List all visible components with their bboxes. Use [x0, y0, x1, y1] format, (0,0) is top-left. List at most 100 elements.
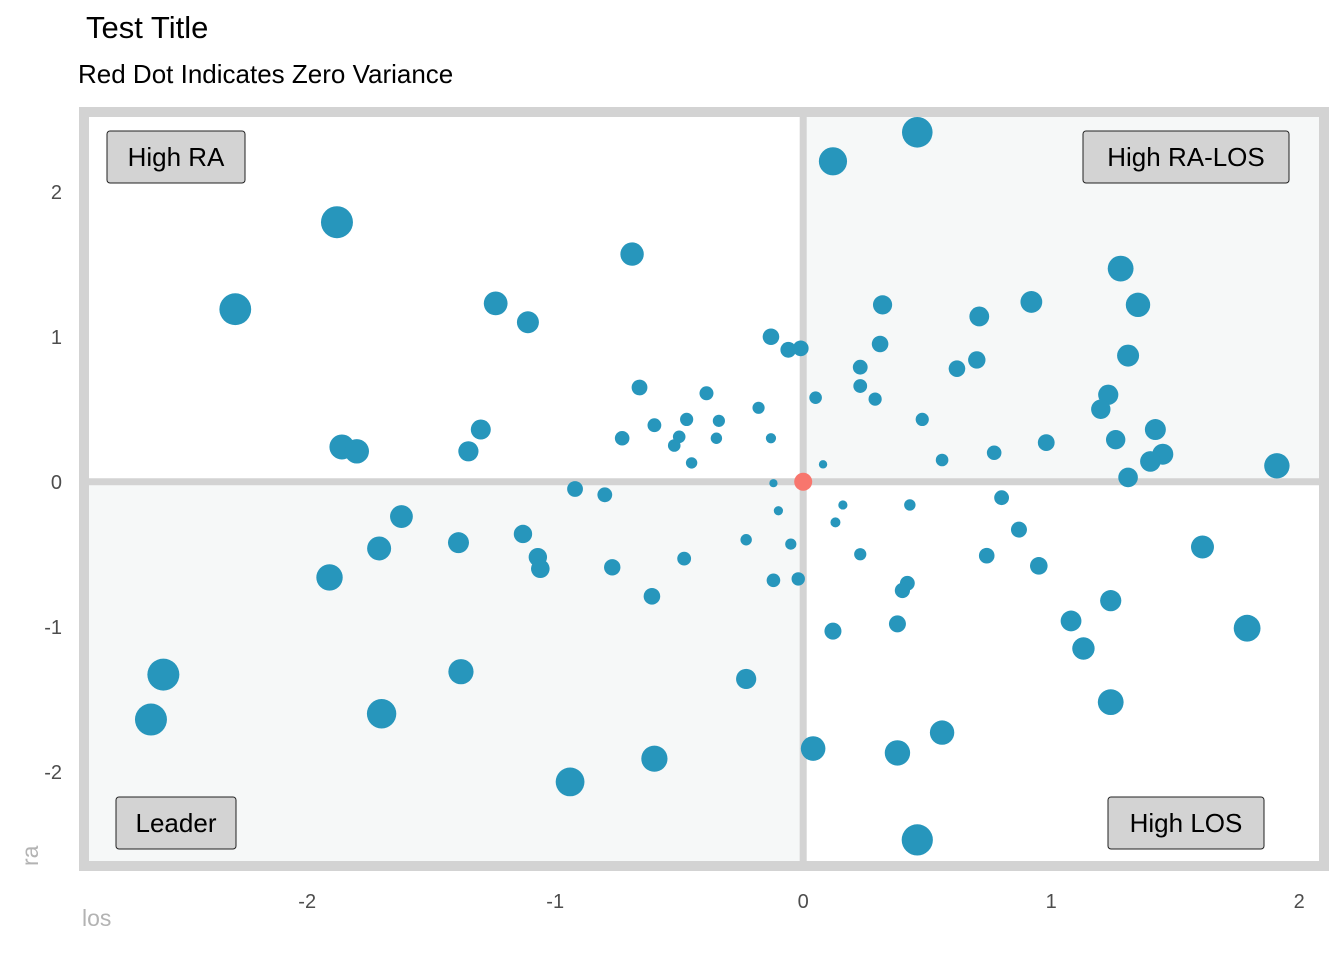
- data-point: [948, 360, 966, 377]
- data-point: [367, 536, 392, 561]
- data-point: [871, 335, 889, 353]
- data-point: [901, 117, 933, 148]
- x-tick-label: 2: [1294, 891, 1305, 913]
- data-point: [800, 736, 826, 761]
- data-point: [643, 588, 661, 605]
- data-point: [1118, 467, 1138, 488]
- data-point: [1060, 610, 1082, 632]
- data-point: [447, 532, 469, 554]
- data-point: [1020, 291, 1043, 313]
- data-point: [1037, 434, 1055, 451]
- data-point: [884, 740, 911, 766]
- data-point: [769, 479, 778, 488]
- data-point: [762, 328, 780, 346]
- data-point: [448, 659, 474, 685]
- data-point: [888, 615, 906, 633]
- quadrant-label-text: High RA-LOS: [1107, 142, 1265, 172]
- quadrant-label-text: High RA: [128, 142, 225, 172]
- data-point: [809, 391, 822, 404]
- x-tick-label: 1: [1046, 891, 1057, 913]
- quadrant-label-bottom-right: High LOS: [1107, 796, 1265, 850]
- data-point: [677, 551, 692, 566]
- axis-ticks: -2 -1 0 1 2 -2 -1 0 1 2: [44, 182, 1305, 913]
- y-tick-label: 2: [51, 182, 62, 204]
- data-point: [712, 414, 725, 427]
- points-layer: [134, 117, 1290, 856]
- data-point: [978, 547, 995, 564]
- data-point: [1117, 344, 1140, 367]
- data-point: [968, 351, 986, 369]
- data-point: [647, 418, 662, 433]
- panel-border: [79, 107, 1329, 871]
- data-point: [470, 419, 491, 440]
- data-point: [780, 341, 797, 358]
- data-point: [1190, 535, 1214, 559]
- data-point: [1091, 399, 1111, 419]
- data-point: [838, 500, 848, 510]
- chart-subtitle: Red Dot Indicates Zero Variance: [78, 59, 454, 89]
- data-point: [1264, 453, 1290, 479]
- data-point: [1072, 637, 1095, 660]
- data-point: [1140, 451, 1161, 472]
- data-point: [614, 430, 630, 446]
- data-point: [680, 412, 694, 426]
- data-point: [929, 720, 955, 745]
- data-point: [483, 291, 508, 316]
- data-point: [1097, 689, 1124, 716]
- data-point: [818, 460, 828, 469]
- data-point: [1030, 557, 1048, 575]
- x-tick-label: -1: [546, 891, 564, 913]
- data-point: [667, 439, 681, 452]
- data-point: [1144, 419, 1166, 441]
- quadrant-label-box: [115, 796, 237, 850]
- data-point: [620, 242, 644, 266]
- data-point: [792, 340, 809, 357]
- data-point: [641, 745, 668, 772]
- data-point: [901, 824, 933, 856]
- x-axis-title: los: [82, 905, 111, 931]
- data-point: [994, 490, 1009, 506]
- data-point: [894, 582, 911, 599]
- data-point: [853, 379, 868, 393]
- y-tick-label: -2: [44, 762, 62, 784]
- chart-title: Test Title: [86, 10, 209, 45]
- zero-variance-point: [794, 472, 813, 491]
- data-point: [134, 703, 167, 736]
- data-point: [872, 295, 893, 315]
- quadrant-label-top-left: High RA: [106, 130, 246, 184]
- data-point: [904, 499, 916, 511]
- data-point: [736, 668, 757, 690]
- data-point: [752, 401, 765, 414]
- data-point: [935, 453, 949, 467]
- quadrant-label-text: Leader: [136, 808, 217, 838]
- quadrant-label-text: High LOS: [1130, 808, 1243, 838]
- data-point: [344, 439, 369, 464]
- data-point: [366, 699, 397, 729]
- y-axis-title: ra: [17, 845, 43, 866]
- panel-background: [79, 107, 1329, 871]
- data-point: [1105, 430, 1126, 450]
- data-point: [1100, 590, 1122, 612]
- data-point: [740, 534, 752, 546]
- data-point: [986, 445, 1002, 461]
- data-point: [915, 412, 929, 426]
- quadrant-label-box: [1107, 796, 1265, 850]
- y-tick-label: -1: [44, 617, 62, 639]
- data-point: [567, 481, 583, 497]
- data-point: [531, 559, 550, 579]
- data-point: [597, 487, 613, 503]
- data-point: [854, 548, 867, 561]
- data-point: [1010, 521, 1027, 538]
- data-point: [631, 379, 648, 396]
- x-tick-label: -2: [298, 891, 316, 913]
- y-tick-label: 0: [51, 472, 62, 494]
- data-point: [516, 311, 539, 334]
- data-point: [830, 517, 841, 528]
- data-point: [818, 147, 848, 176]
- data-point: [824, 622, 842, 640]
- data-point: [699, 386, 714, 401]
- data-point: [773, 506, 784, 516]
- data-point: [1098, 384, 1119, 405]
- data-point: [219, 293, 252, 326]
